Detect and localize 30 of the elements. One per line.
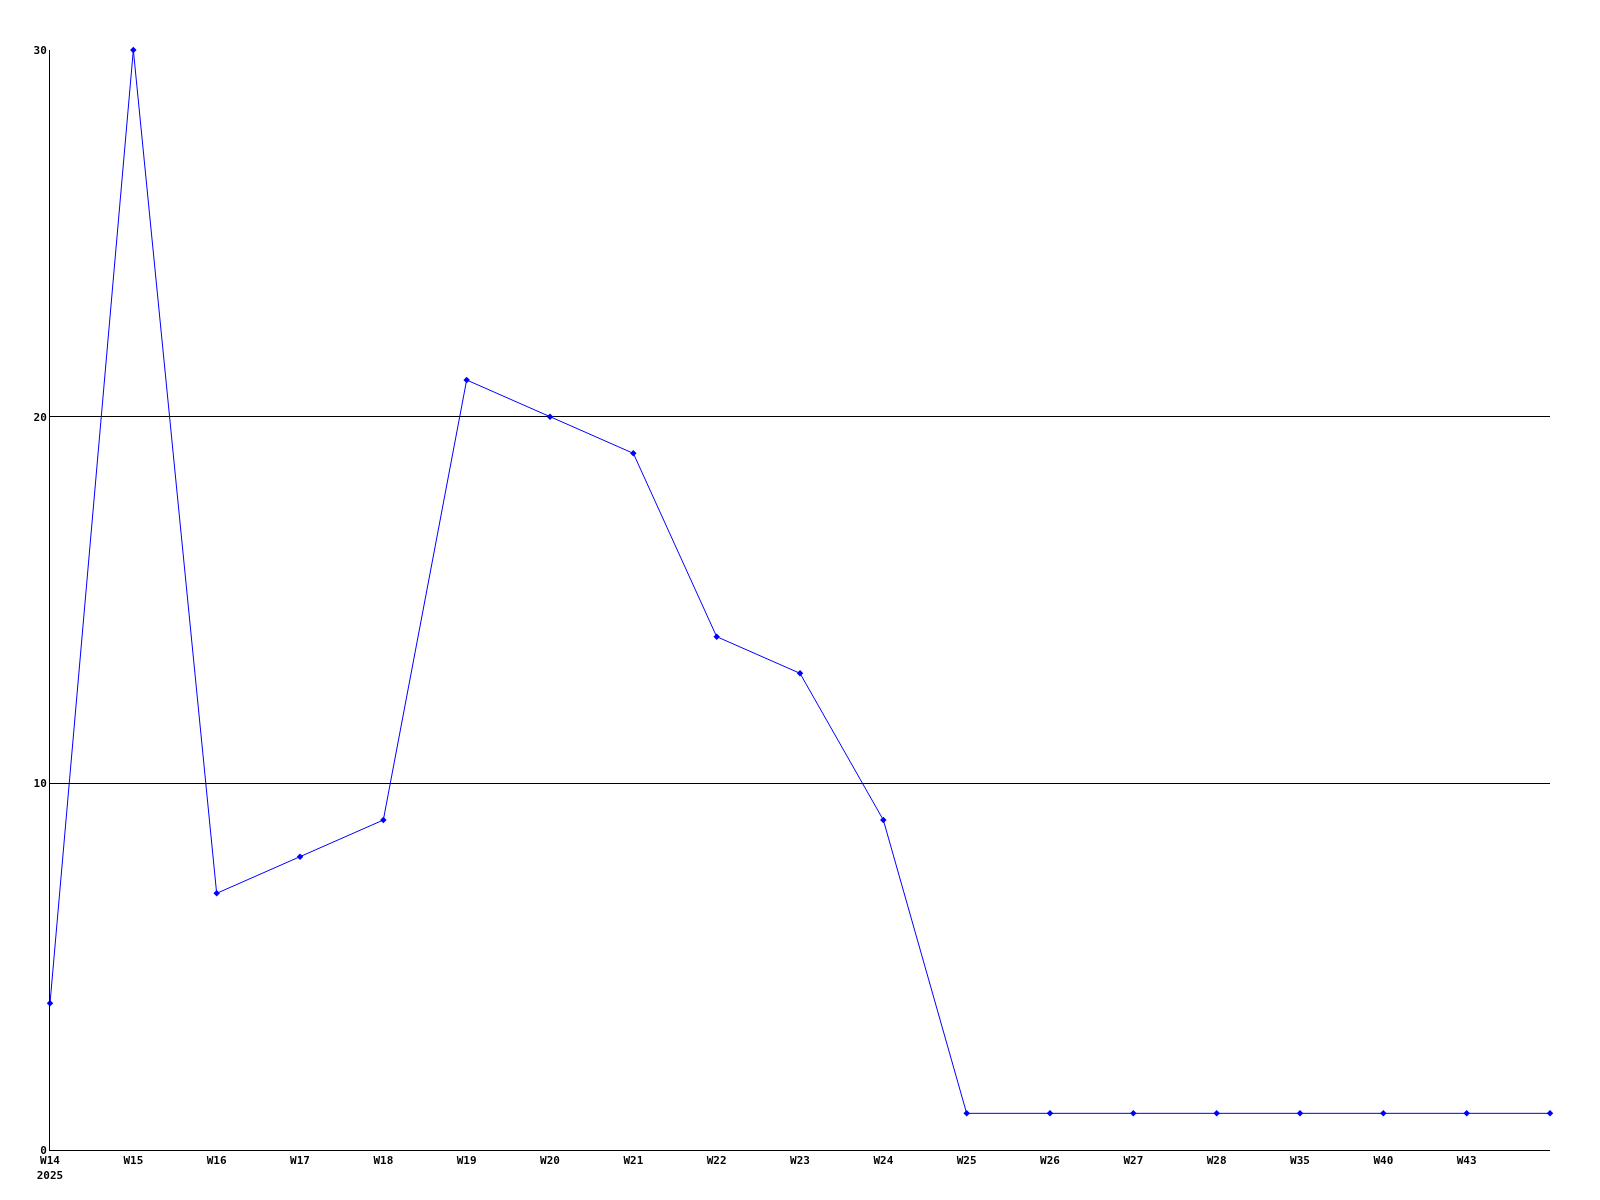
x-tick-label: W27 bbox=[1123, 1154, 1144, 1168]
x-tick-label: W14 2025 bbox=[36, 1154, 64, 1182]
y-tick-label: 30 bbox=[33, 43, 47, 57]
x-tick-label: W19 bbox=[456, 1154, 477, 1168]
x-tick-label: W43 bbox=[1456, 1154, 1477, 1168]
point bbox=[963, 1110, 970, 1117]
point bbox=[1380, 1110, 1387, 1117]
point bbox=[1130, 1110, 1137, 1117]
y-tick-label: 0 bbox=[40, 1143, 47, 1157]
y-tick-label: 10 bbox=[33, 777, 47, 791]
x-tick-label: W28 bbox=[1206, 1154, 1227, 1168]
point bbox=[1463, 1110, 1470, 1117]
point bbox=[1213, 1110, 1220, 1117]
x-tick-label: W35 bbox=[1290, 1154, 1310, 1168]
point bbox=[713, 633, 720, 640]
x-tick-label: W24 bbox=[873, 1154, 894, 1168]
x-tick-label: W15 bbox=[123, 1154, 144, 1168]
x-tick-label: W21 bbox=[623, 1154, 644, 1168]
x-tick-label: W23 bbox=[790, 1154, 810, 1168]
x-tick-label: W22 bbox=[706, 1154, 727, 1168]
x-tick-label: W25 bbox=[956, 1154, 977, 1168]
x-tick-label: W16 bbox=[206, 1154, 227, 1168]
x-tick-label: W17 bbox=[290, 1154, 310, 1168]
point bbox=[213, 890, 220, 897]
x-tick-label: W26 bbox=[1040, 1154, 1061, 1168]
x-tick-label: W40 bbox=[1373, 1154, 1394, 1168]
y-tick-label: 20 bbox=[33, 410, 47, 424]
x-tick-label: W18 bbox=[373, 1154, 394, 1168]
x-tick-label: W20 bbox=[540, 1154, 560, 1168]
point bbox=[630, 450, 637, 457]
